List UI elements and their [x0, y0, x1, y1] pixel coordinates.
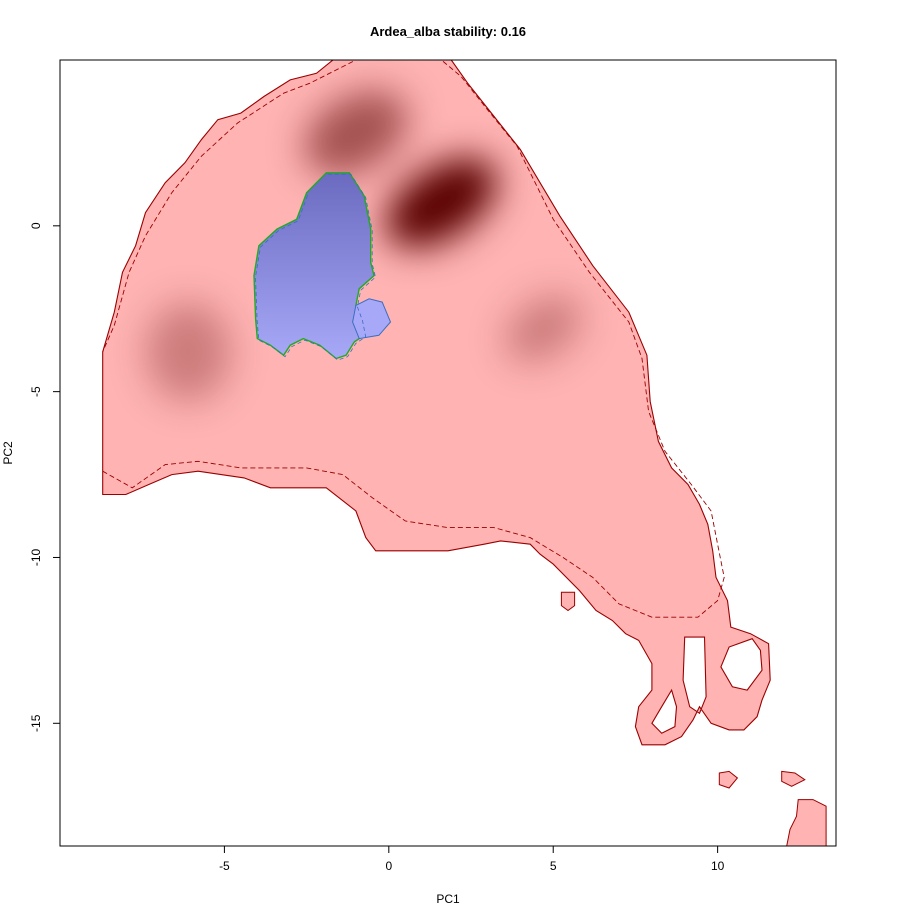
niche-island-1: [560, 591, 576, 612]
density-peak-2: [304, 90, 408, 176]
x-axis: -5 0 5 10: [219, 59, 725, 873]
y-tick-label-2: -5: [29, 386, 43, 397]
y-axis: 0 -5 -10 -15: [29, 222, 60, 732]
chart-title: Ardea_alba stability: 0.16: [370, 24, 526, 39]
density-shading: [145, 90, 582, 402]
niche-outline: [102, 60, 771, 746]
y-tick-label-3: -10: [29, 548, 43, 566]
x-axis-title: PC1: [436, 892, 460, 906]
density-peak-4: [145, 302, 231, 402]
niche-island-3: [781, 770, 806, 787]
density-peak-1: [385, 157, 498, 248]
overlap-region: [253, 172, 375, 360]
overlap-satellite: [352, 298, 392, 340]
density-blur: [145, 90, 582, 402]
y-tick-label-4: -15: [29, 714, 43, 732]
y-axis-title: PC2: [1, 441, 15, 465]
niche-region: [102, 60, 771, 745]
plot-area: [102, 60, 827, 846]
niche-island-4: [786, 799, 827, 846]
x-tick-label-2: 0: [385, 859, 392, 873]
x-tick-label-3: 5: [550, 859, 557, 873]
y-tick-label-1: 0: [29, 222, 43, 229]
niche-outline-dashed: [102, 60, 725, 618]
x-tick-label-4: 10: [711, 859, 725, 873]
x-tick-label-1: -5: [219, 859, 230, 873]
density-peak-3: [504, 294, 582, 363]
niche-island-2: [718, 770, 739, 789]
